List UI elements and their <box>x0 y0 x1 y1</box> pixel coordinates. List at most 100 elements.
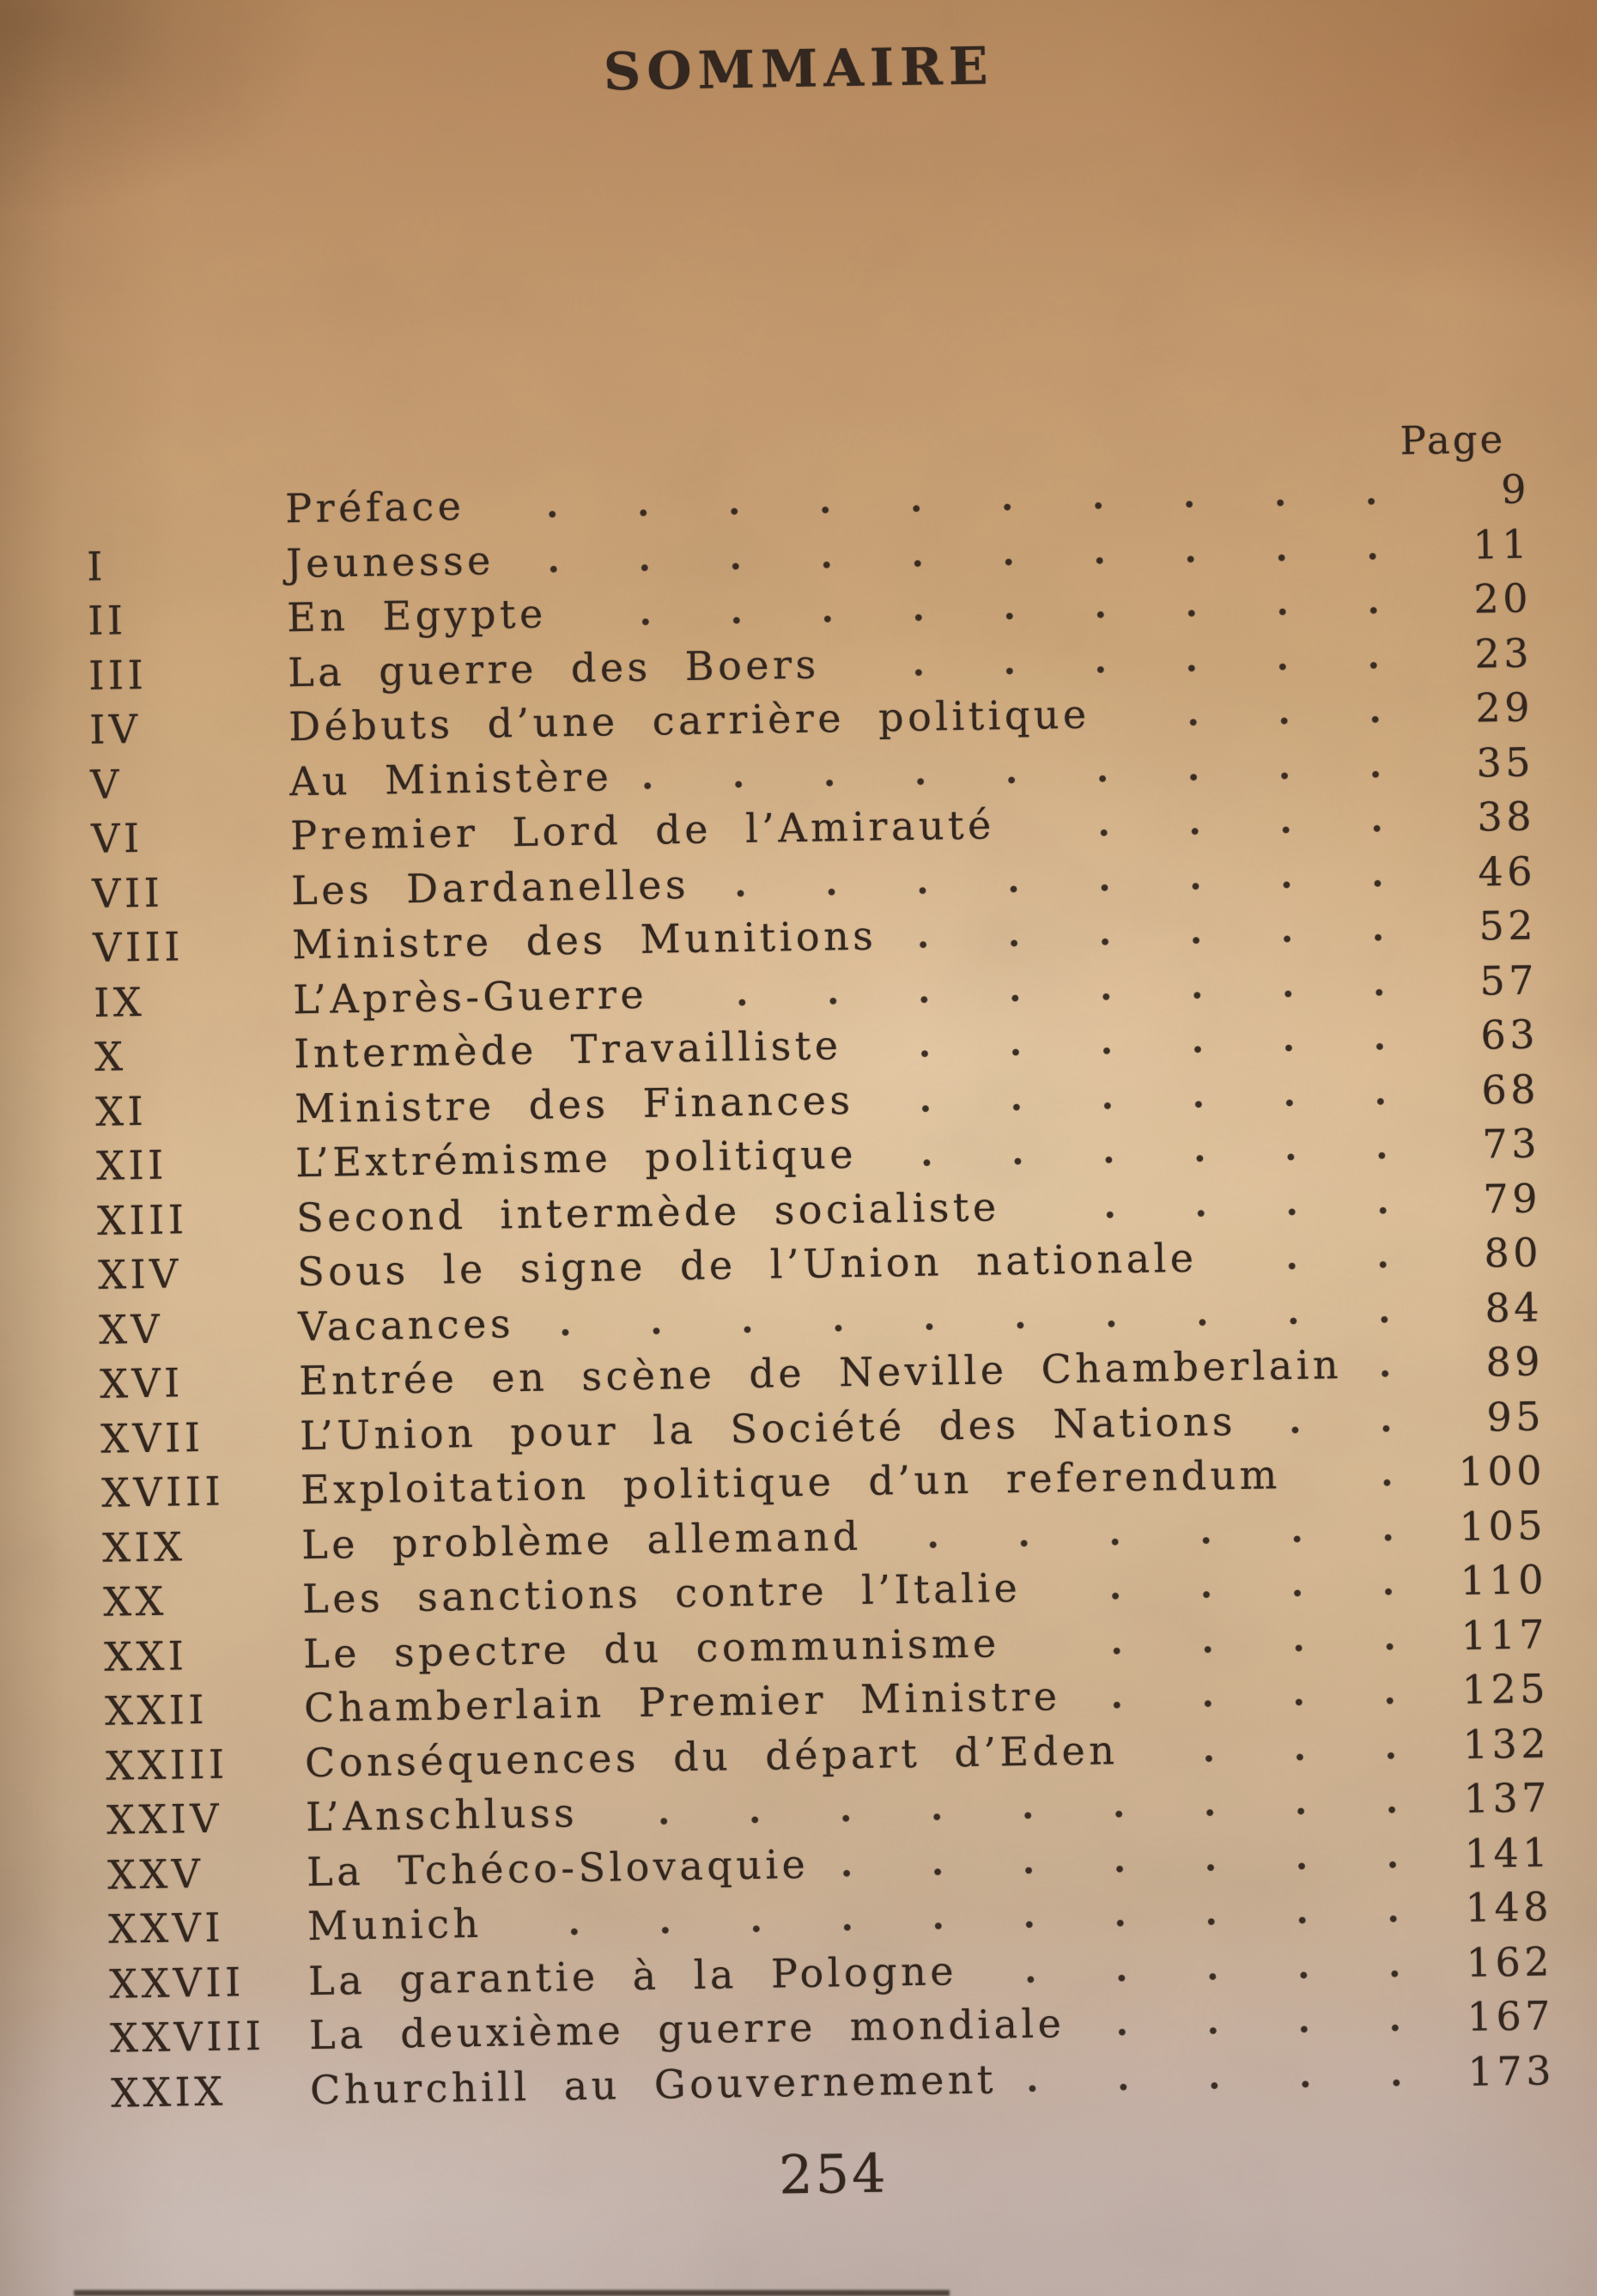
chapter-title: En Egypte <box>286 590 548 641</box>
dot-leader <box>1265 1423 1436 1434</box>
dot-leader <box>677 987 1429 1007</box>
dot-leader <box>607 1805 1442 1826</box>
chapter-page-number: 20 <box>1473 574 1533 623</box>
folio-page-number: 254 <box>778 2141 890 2207</box>
chapter-title: L’Anschluss <box>305 1789 579 1841</box>
chapter-numeral: I <box>86 543 107 590</box>
dot-leader <box>1025 2077 1446 2093</box>
dot-leader <box>511 1914 1443 1937</box>
chapter-numeral: XXII <box>104 1686 209 1734</box>
chapter-page-number: 100 <box>1458 1447 1546 1495</box>
chapter-page-number: 137 <box>1463 1774 1551 1822</box>
chapter-numeral: XXV <box>106 1850 204 1898</box>
chapter-numeral: XX <box>102 1577 168 1625</box>
chapter-numeral: V <box>89 760 124 808</box>
chapter-title: Les Dardanelles <box>290 860 690 914</box>
photo-edge-shadow <box>74 2290 950 2296</box>
chapter-numeral: XIV <box>97 1250 183 1298</box>
dot-leader <box>1023 823 1426 838</box>
chapter-numeral: XXVII <box>108 1958 246 2007</box>
dot-leader <box>543 1314 1434 1337</box>
dot-leader <box>906 932 1428 949</box>
chapter-page-number: 141 <box>1464 1828 1552 1877</box>
chapter-numeral: XXVI <box>107 1904 225 1953</box>
dot-leader <box>1094 2023 1445 2037</box>
chapter-page-number: 132 <box>1462 1719 1551 1768</box>
chapter-numeral: XXIII <box>105 1740 229 1789</box>
dot-leader <box>719 878 1427 897</box>
chapter-page-number: 105 <box>1459 1501 1547 1550</box>
chapter-page-number: 9 <box>1500 465 1531 513</box>
dot-leader <box>523 551 1422 574</box>
chapter-title: Préface <box>284 483 465 532</box>
chapter-page-number: 57 <box>1479 956 1539 1005</box>
chapter-title: L’Après-Guerre <box>292 970 648 1023</box>
chapter-page-number: 63 <box>1480 1011 1539 1059</box>
dot-leader <box>883 1096 1430 1113</box>
chapter-numeral: XIX <box>101 1522 186 1571</box>
chapter-page-number: 89 <box>1485 1338 1545 1386</box>
dot-leader <box>1090 1696 1440 1710</box>
chapter-page-number: 29 <box>1475 683 1534 732</box>
dot-leader <box>871 1042 1430 1059</box>
chapter-numeral: IV <box>88 705 143 753</box>
dot-leader <box>838 1859 1442 1877</box>
chapter-page-number: 167 <box>1466 1992 1555 2040</box>
chapter-numeral: III <box>88 651 148 699</box>
chapter-numeral: XVIII <box>100 1467 225 1516</box>
chapter-page-number: 173 <box>1467 2046 1556 2095</box>
chapter-title: Ministre des Munitions <box>291 912 877 969</box>
chapter-title: La garantie à la Pologne <box>307 1947 958 2004</box>
chapter-numeral: IX <box>93 978 146 1026</box>
chapter-numeral: X <box>94 1033 127 1080</box>
dot-leader <box>987 1968 1444 1984</box>
chapter-numeral: XXVIII <box>109 2012 265 2062</box>
chapter-title: Le problème allemand <box>301 1512 863 1568</box>
chapter-page-number: 79 <box>1483 1174 1542 1222</box>
chapter-numeral: XI <box>94 1087 148 1135</box>
chapter-title: Premier Lord de l’Amirauté <box>289 801 996 859</box>
chapter-title: La guerre des Boers <box>287 641 821 695</box>
chapter-page-number: 148 <box>1465 1883 1553 1931</box>
dot-leader <box>1226 1260 1433 1272</box>
dot-leader <box>1147 1750 1441 1764</box>
chapter-page-number: 46 <box>1478 847 1537 896</box>
chapter-page-number: 125 <box>1461 1665 1550 1713</box>
dot-leader <box>1029 1205 1432 1220</box>
chapter-title: L’Extrémisme politique <box>295 1130 858 1187</box>
chapter-page-number: 35 <box>1476 738 1535 787</box>
chapter-page-number: 68 <box>1481 1065 1540 1113</box>
dot-leader <box>1371 1369 1435 1378</box>
chapter-title: Jeunesse <box>285 536 495 586</box>
chapter-title: Ministre des Finances <box>294 1076 854 1132</box>
chapter-page-number: 73 <box>1482 1120 1541 1168</box>
chapter-numeral: XVII <box>100 1413 204 1462</box>
chapter-title: Vacances <box>297 1299 515 1350</box>
dot-leader <box>1309 1478 1436 1488</box>
chapter-page-number: 38 <box>1477 793 1536 841</box>
chapter-numeral: VI <box>90 814 144 862</box>
chapter-numeral: VIII <box>92 923 185 971</box>
chapter-numeral: XXIX <box>110 2068 228 2117</box>
chapter-title: Churchill au Gouvernement <box>309 2056 998 2113</box>
dot-leader <box>575 605 1423 627</box>
dot-leader <box>890 1532 1437 1549</box>
chapter-page-number: 110 <box>1460 1556 1548 1604</box>
chapter-numeral: VII <box>91 869 164 917</box>
chapter-page-number: 23 <box>1474 629 1533 677</box>
dot-leader <box>1050 1587 1438 1601</box>
chapter-page-number: 162 <box>1466 1937 1554 1986</box>
chapter-numeral: XXI <box>103 1631 188 1680</box>
dot-leader <box>848 660 1424 677</box>
toc-list: Préface 9 I Jeunesse 11 II En Egypte 20 … <box>86 463 1556 2121</box>
chapter-numeral: XV <box>98 1305 164 1353</box>
chapter-page-number: 11 <box>1473 520 1532 568</box>
chapter-page-number: 52 <box>1479 902 1538 950</box>
chapter-page-number: 84 <box>1485 1283 1544 1331</box>
chapter-numeral: XIII <box>96 1195 188 1244</box>
dot-leader <box>886 1151 1431 1168</box>
chapter-title: La Tchéco-Slovaquie <box>306 1840 810 1895</box>
chapter-title: Au Ministère <box>288 752 613 805</box>
